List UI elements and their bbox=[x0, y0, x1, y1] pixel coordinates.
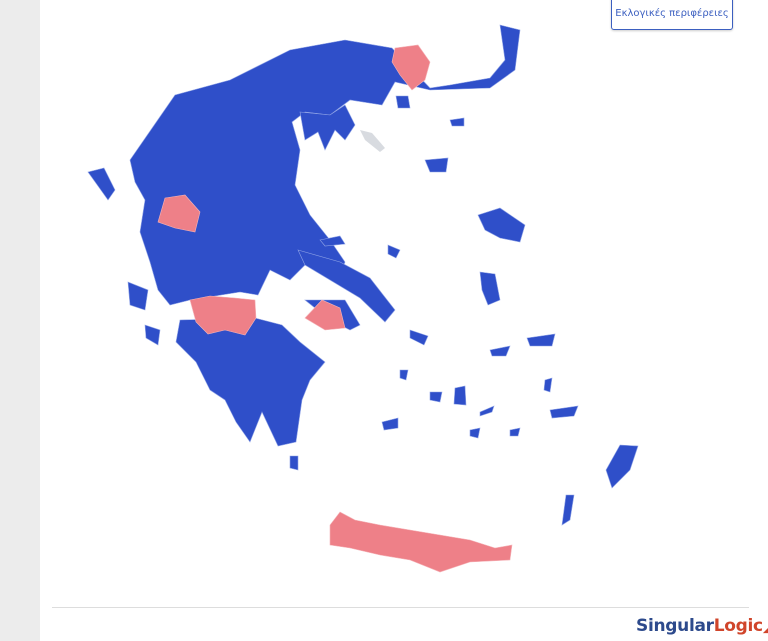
island-syros[interactable] bbox=[399, 369, 409, 381]
island-kefalonia[interactable] bbox=[127, 281, 149, 311]
island-ikaria[interactable] bbox=[489, 345, 511, 357]
island-samothrace[interactable] bbox=[449, 117, 465, 127]
singularlogic-logo: SingularLogic◢ bbox=[636, 616, 768, 636]
island-rhodes[interactable] bbox=[605, 444, 639, 489]
greece-results-map bbox=[87, 24, 639, 573]
island-kos[interactable] bbox=[549, 405, 579, 419]
island-chios[interactable] bbox=[479, 271, 501, 306]
island-naxos[interactable] bbox=[453, 385, 467, 406]
island-karpathos[interactable] bbox=[561, 494, 575, 526]
region-mainland[interactable] bbox=[129, 24, 521, 306]
region-mount-athos[interactable] bbox=[360, 130, 385, 152]
island-kythera[interactable] bbox=[289, 455, 299, 471]
left-gutter bbox=[0, 0, 40, 641]
island-limnos[interactable] bbox=[424, 157, 449, 173]
island-milos[interactable] bbox=[381, 417, 399, 431]
island-paros[interactable] bbox=[429, 391, 443, 403]
island-santorini[interactable] bbox=[469, 427, 481, 439]
island-andros[interactable] bbox=[409, 329, 429, 346]
region-preveza[interactable] bbox=[157, 194, 201, 233]
island-thasos[interactable] bbox=[395, 95, 411, 109]
island-samos[interactable] bbox=[526, 333, 556, 347]
island-amorgos[interactable] bbox=[479, 405, 495, 417]
region-peloponnese[interactable] bbox=[175, 317, 326, 447]
island-skyros[interactable] bbox=[387, 244, 401, 259]
region-chalkidiki[interactable] bbox=[299, 104, 356, 151]
island-leros[interactable] bbox=[543, 377, 553, 393]
island-zakynthos[interactable] bbox=[144, 324, 161, 346]
region-crete[interactable] bbox=[329, 511, 513, 573]
island-astypalaia[interactable] bbox=[509, 427, 521, 437]
region-xanthi[interactable] bbox=[391, 44, 431, 91]
electoral-regions-button[interactable]: Εκλογικές περιφέρειες bbox=[611, 0, 733, 30]
region-euboea[interactable] bbox=[297, 249, 396, 323]
island-corfu[interactable] bbox=[87, 167, 116, 201]
island-lesbos[interactable] bbox=[477, 207, 526, 243]
region-achaia[interactable] bbox=[189, 295, 257, 336]
region-attica[interactable] bbox=[304, 299, 346, 331]
footer-divider bbox=[52, 607, 749, 608]
island-sporades[interactable] bbox=[319, 235, 346, 247]
